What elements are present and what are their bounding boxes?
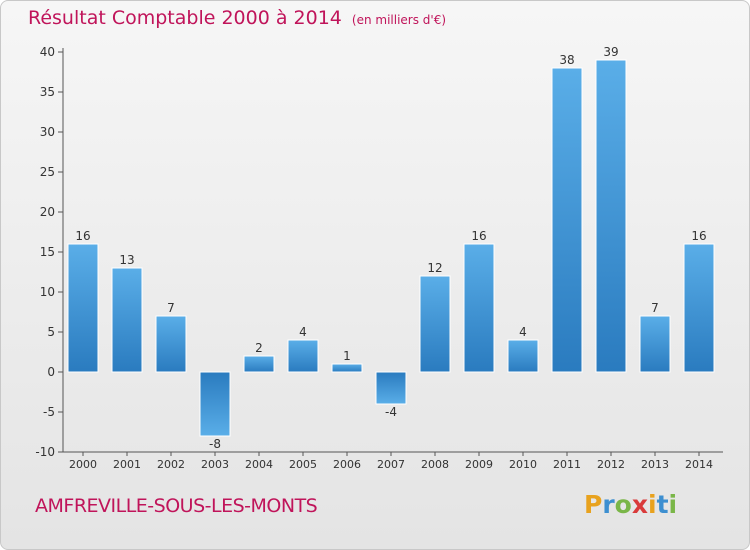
x-tick-label: 2000	[69, 458, 97, 471]
x-tick-label: 2011	[553, 458, 581, 471]
bar	[243, 355, 275, 373]
data-label: -4	[385, 405, 397, 419]
y-tick-label: 10	[40, 285, 55, 299]
proxiti-logo: Proxiti	[584, 490, 677, 519]
data-label: -8	[209, 437, 221, 451]
logo-letter: o	[614, 490, 632, 519]
y-tick-label: -10	[35, 445, 55, 459]
bar	[595, 59, 627, 373]
y-tick-label: 5	[47, 325, 55, 339]
bar	[639, 315, 671, 373]
logo-letter: i	[668, 490, 678, 519]
bar	[463, 243, 495, 373]
x-tick-label: 2004	[245, 458, 273, 471]
data-label: 38	[559, 53, 574, 67]
data-label: 16	[471, 229, 486, 243]
bar	[67, 243, 99, 373]
y-tick-label: 30	[40, 125, 55, 139]
data-label: 4	[519, 325, 527, 339]
chart-unit-label: (en milliers d'€)	[351, 13, 447, 27]
data-label: 39	[603, 45, 618, 59]
bar	[287, 339, 319, 373]
x-tick-label: 2010	[509, 458, 537, 471]
logo-letter: t	[656, 490, 669, 519]
x-tick-label: 2013	[641, 458, 669, 471]
chart-title: Résultat Comptable 2000 à 2014 (en millie…	[28, 7, 446, 29]
x-tick-label: 2002	[157, 458, 185, 471]
y-tick-label: 25	[40, 165, 55, 179]
y-tick-label: 15	[40, 245, 55, 259]
bar	[199, 371, 231, 437]
data-label: 12	[427, 261, 442, 275]
x-tick-label: 2008	[421, 458, 449, 471]
bar	[683, 243, 715, 373]
x-tick-label: 2009	[465, 458, 493, 471]
data-label: 16	[691, 229, 706, 243]
bar	[331, 363, 363, 373]
data-label: 13	[119, 253, 134, 267]
bar	[551, 67, 583, 373]
bar	[111, 267, 143, 373]
y-tick-label: 20	[40, 205, 55, 219]
commune-name: AMFREVILLE-SOUS-LES-MONTS	[35, 495, 318, 517]
y-tick-label: 40	[40, 45, 55, 59]
logo-letter: i	[648, 490, 657, 519]
y-tick-label: 35	[40, 85, 55, 99]
y-tick-label: 0	[47, 365, 55, 379]
data-label: 7	[651, 301, 659, 315]
logo-letter: r	[602, 490, 615, 519]
data-label: 2	[255, 341, 263, 355]
x-tick-label: 2001	[113, 458, 141, 471]
x-tick-label: 2005	[289, 458, 317, 471]
bar	[419, 275, 451, 373]
logo-letter: x	[631, 490, 648, 519]
data-label: 16	[75, 229, 90, 243]
y-tick-label: -5	[43, 405, 55, 419]
x-tick-label: 2006	[333, 458, 361, 471]
x-tick-label: 2014	[685, 458, 713, 471]
x-tick-label: 2003	[201, 458, 229, 471]
data-label: 7	[167, 301, 175, 315]
data-label: 1	[343, 349, 351, 363]
x-tick-label: 2012	[597, 458, 625, 471]
bar	[507, 339, 539, 373]
logo-letter: P	[584, 490, 603, 519]
x-tick-label: 2007	[377, 458, 405, 471]
data-label: 4	[299, 325, 307, 339]
chart-title-text: Résultat Comptable 2000 à 2014	[28, 7, 342, 29]
bar	[375, 371, 407, 405]
bar	[155, 315, 187, 373]
